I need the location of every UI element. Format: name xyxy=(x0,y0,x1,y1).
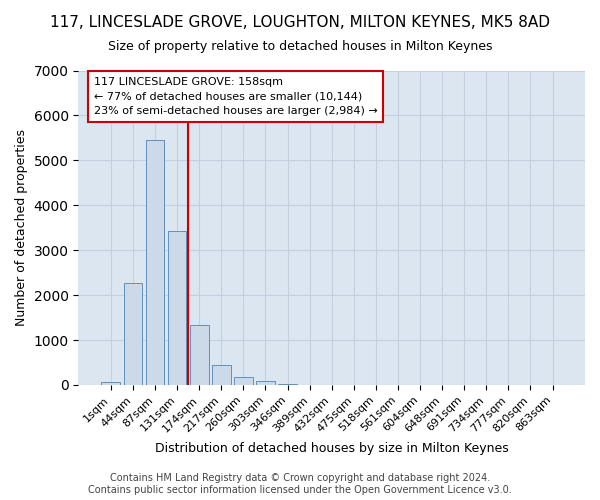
Text: 117 LINCESLADE GROVE: 158sqm
← 77% of detached houses are smaller (10,144)
23% o: 117 LINCESLADE GROVE: 158sqm ← 77% of de… xyxy=(94,77,377,116)
Bar xyxy=(234,378,253,385)
Bar xyxy=(146,140,164,385)
Y-axis label: Number of detached properties: Number of detached properties xyxy=(15,129,28,326)
Bar xyxy=(124,283,142,385)
Bar xyxy=(212,364,230,385)
Text: Size of property relative to detached houses in Milton Keynes: Size of property relative to detached ho… xyxy=(108,40,492,53)
Text: 117, LINCESLADE GROVE, LOUGHTON, MILTON KEYNES, MK5 8AD: 117, LINCESLADE GROVE, LOUGHTON, MILTON … xyxy=(50,15,550,30)
Bar xyxy=(167,231,187,385)
Bar xyxy=(256,381,275,385)
Bar xyxy=(101,382,120,385)
X-axis label: Distribution of detached houses by size in Milton Keynes: Distribution of detached houses by size … xyxy=(155,442,509,455)
Bar xyxy=(278,384,297,385)
Text: Contains HM Land Registry data © Crown copyright and database right 2024.
Contai: Contains HM Land Registry data © Crown c… xyxy=(88,474,512,495)
Bar xyxy=(190,325,209,385)
